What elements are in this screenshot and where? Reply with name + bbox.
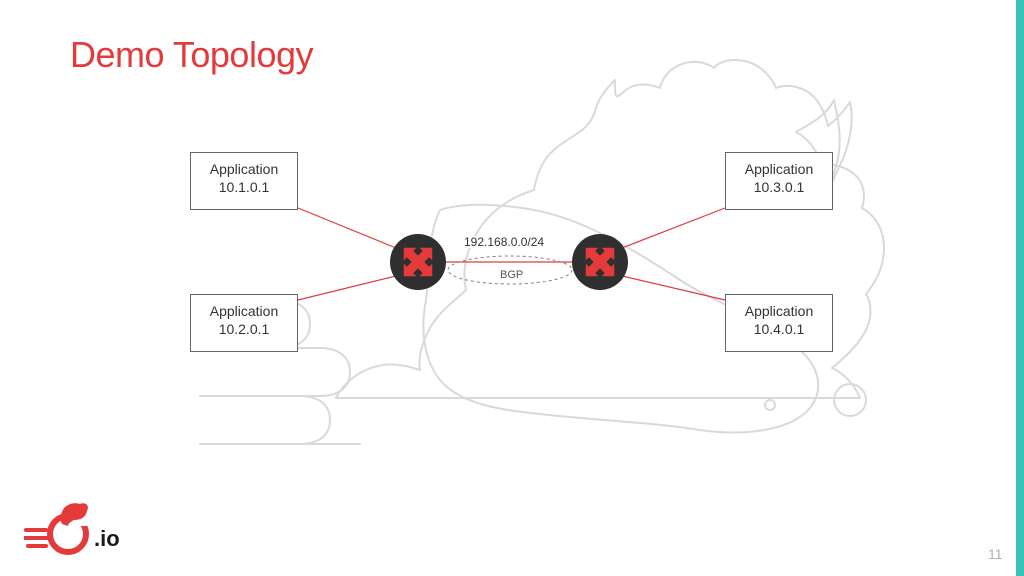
fdio-logo-icon: .io xyxy=(24,500,144,556)
subnet-label: 192.168.0.0/24 xyxy=(462,236,546,248)
application-box-1: Application 10.1.0.1 xyxy=(190,152,298,210)
app-label: Application xyxy=(726,161,832,179)
accent-bar xyxy=(1016,0,1024,576)
app-label: Application xyxy=(191,161,297,179)
app-label: Application xyxy=(191,303,297,321)
background-watermark xyxy=(0,0,1024,576)
fdio-logo: .io xyxy=(24,500,144,561)
svg-text:.io: .io xyxy=(94,526,120,551)
app-label: Application xyxy=(726,303,832,321)
router-left-icon xyxy=(389,233,446,290)
app-ip: 10.2.0.1 xyxy=(191,321,297,339)
router-right-icon xyxy=(571,233,628,290)
page-number: 11 xyxy=(988,546,1003,562)
app-ip: 10.3.0.1 xyxy=(726,179,832,197)
page-title: Demo Topology xyxy=(70,34,313,76)
slide: Demo Topology Application 10.1.0.1 Appli… xyxy=(0,0,1024,576)
application-box-2: Application 10.2.0.1 xyxy=(190,294,298,352)
application-box-3: Application 10.3.0.1 xyxy=(725,152,833,210)
app-ip: 10.4.0.1 xyxy=(726,321,832,339)
bgp-label: BGP xyxy=(498,270,525,281)
topology-diagram xyxy=(0,0,1024,576)
application-box-4: Application 10.4.0.1 xyxy=(725,294,833,352)
app-ip: 10.1.0.1 xyxy=(191,179,297,197)
